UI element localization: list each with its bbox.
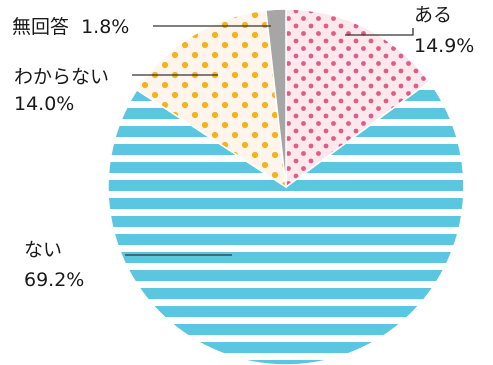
label-aru: ある	[414, 4, 452, 26]
leader-lines	[125, 25, 414, 256]
slice-mukaitou	[265, 8, 287, 188]
slices	[107, 8, 465, 365]
slice-wakaranai	[135, 9, 287, 189]
label-mukaitou: 無回答 1.8%	[12, 16, 129, 38]
label-mukaitou-value: 1.8%	[81, 16, 129, 38]
label-wakaranai: わからない	[14, 66, 109, 88]
slice-aru	[285, 8, 431, 189]
value-aru: 14.9%	[414, 35, 474, 57]
value-nai: 69.2%	[24, 269, 84, 291]
leader-line-aru	[345, 28, 414, 36]
label-mukaitou-name: 無回答	[12, 16, 69, 38]
value-wakaranai: 14.0%	[14, 93, 74, 115]
label-nai: ない	[24, 239, 62, 261]
